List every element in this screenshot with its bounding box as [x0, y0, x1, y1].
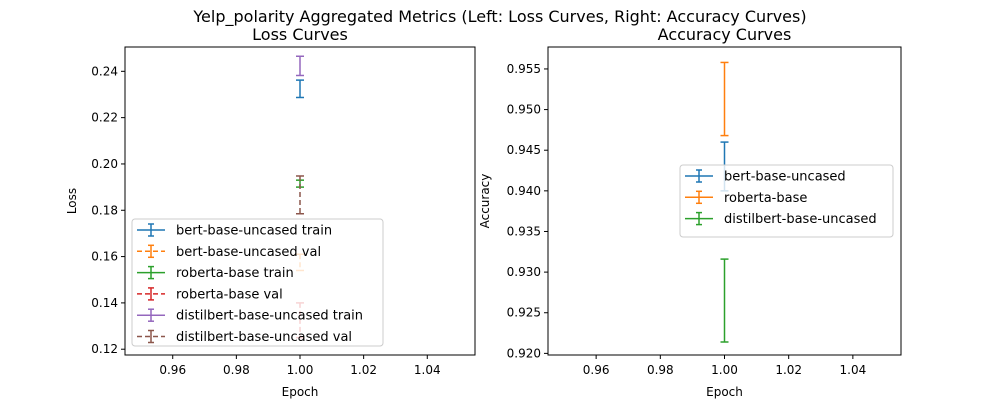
accuracy-x-tick-label: 0.98 — [647, 363, 674, 377]
loss-x-tick-label: 0.98 — [223, 363, 250, 377]
loss-y-axis-label: Loss — [65, 188, 79, 214]
accuracy-y-tick-label: 0.955 — [507, 62, 541, 76]
accuracy-x-axis-label: Epoch — [706, 385, 743, 399]
accuracy-legend-label-2: distilbert-base-uncased — [724, 212, 877, 227]
loss-legend-label-4: distilbert-base-uncased train — [176, 309, 363, 324]
loss-y-tick-label: 0.20 — [91, 157, 118, 171]
loss-legend-label-0: bert-base-uncased train — [176, 224, 332, 239]
loss-chart-panel: Loss Curves 0.96 0.98 1.00 1.02 1.04 0.12 0.14 0… — [65, 25, 476, 399]
accuracy-chart-title: Accuracy Curves — [658, 25, 792, 44]
accuracy-y-tick-label: 0.925 — [507, 306, 541, 320]
accuracy-x-tick-label: 1.00 — [711, 363, 738, 377]
accuracy-legend: bert-base-uncased roberta-base distilbert-… — [679, 164, 894, 238]
loss-y-tick-label: 0.22 — [91, 111, 118, 125]
loss-legend-label-1: bert-base-uncased val — [176, 245, 321, 260]
accuracy-y-tick-label: 0.920 — [507, 346, 541, 360]
figure-suptitle: Yelp_polarity Aggregated Metrics (Left: … — [192, 7, 806, 27]
loss-y-tick-label: 0.18 — [91, 203, 118, 217]
loss-x-tick-label: 1.02 — [350, 363, 377, 377]
loss-x-tick-label: 1.00 — [287, 363, 314, 377]
accuracy-y-tick-label: 0.930 — [507, 265, 541, 279]
loss-x-axis-label: Epoch — [282, 385, 319, 399]
accuracy-y-tick-label: 0.935 — [507, 224, 541, 238]
loss-y-tick-label: 0.24 — [91, 64, 118, 78]
accuracy-legend-label-1: roberta-base — [724, 191, 807, 206]
loss-legend-label-3: roberta-base val — [176, 287, 283, 302]
loss-legend: bert-base-uncased train bert-base-uncased… — [131, 218, 384, 347]
accuracy-y-tick-label: 0.945 — [507, 143, 541, 157]
loss-y-tick-label: 0.16 — [91, 250, 118, 264]
accuracy-legend-label-0: bert-base-uncased — [724, 170, 846, 185]
loss-x-tick-label: 0.96 — [159, 363, 186, 377]
accuracy-x-tick-label: 1.04 — [840, 363, 867, 377]
loss-legend-label-5: distilbert-base-uncased val — [176, 330, 352, 345]
loss-chart-title: Loss Curves — [252, 25, 348, 44]
accuracy-chart-panel: Accuracy Curves 0.96 0.98 1.00 1.02 1.04 0.920… — [478, 25, 902, 399]
accuracy-legend-box — [679, 164, 894, 238]
accuracy-y-tick-label: 0.950 — [507, 103, 541, 117]
accuracy-x-tick-label: 0.96 — [583, 363, 610, 377]
loss-y-tick-label: 0.12 — [91, 342, 118, 356]
accuracy-x-tick-label: 1.02 — [775, 363, 802, 377]
loss-legend-box — [131, 218, 384, 347]
accuracy-y-tick-label: 0.940 — [507, 184, 541, 198]
loss-y-tick-label: 0.14 — [91, 296, 118, 310]
loss-legend-label-2: roberta-base train — [176, 266, 294, 281]
accuracy-y-axis-label: Accuracy — [478, 174, 492, 229]
loss-x-tick-label: 1.04 — [414, 363, 441, 377]
